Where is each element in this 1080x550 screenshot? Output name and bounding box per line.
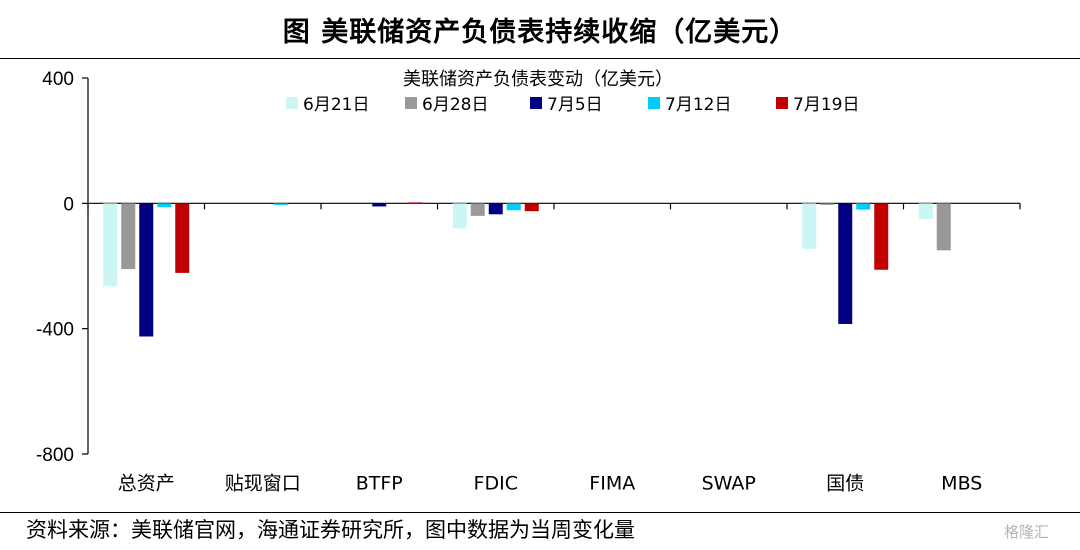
x-tick-label: FDIC: [474, 472, 518, 494]
bar-4-series-3: [488, 203, 503, 215]
chart-title: 美联储资产负债表变动（亿美元）: [403, 69, 673, 90]
bar-chart: 400 0 -400 -800 总资产 贴现窗口 BTFP FDIC FIMA SWAP 国债 MBS…: [36, 69, 1021, 494]
watermark-text: 格隆汇: [1004, 523, 1050, 541]
y-tick-label: 0: [63, 194, 74, 215]
legend-label: 6月21日: [303, 95, 369, 115]
legend: 美联储资产负债表变动（亿美元） 6月21日 6月28日 7月5日 7月12日 7月19日: [286, 69, 859, 115]
legend-swatch: [776, 97, 788, 109]
legend-label: 7月12日: [665, 95, 731, 115]
legend-swatch: [530, 97, 542, 109]
bar-7-series-5: [874, 203, 889, 270]
source-note: 资料来源：美联储官网，海通证券研究所，图中数据为当周变化量: [26, 518, 635, 542]
bar-1-series-3: [139, 203, 154, 337]
bar-1-series-5: [175, 203, 190, 273]
legend-swatch: [405, 97, 417, 109]
x-tick-label: SWAP: [702, 472, 756, 494]
legend-swatch: [648, 97, 660, 109]
bar-8-series-2: [936, 203, 951, 251]
x-tick-label: FIMA: [589, 472, 635, 494]
legend-swatch: [286, 97, 298, 109]
bar-4-series-1: [452, 203, 467, 229]
bar-7-series-1: [802, 203, 817, 249]
x-tick-label: 总资产: [118, 472, 175, 494]
x-tick-label: MBS: [941, 472, 982, 494]
legend-label: 6月28日: [422, 95, 488, 115]
y-tick-label: -400: [36, 320, 74, 341]
bar-2-series-4: [273, 203, 288, 205]
x-tick-label: BTFP: [356, 472, 403, 494]
bar-8-series-1: [918, 203, 933, 219]
bar-4-series-4: [506, 203, 521, 211]
legend-label: 7月5日: [547, 95, 603, 115]
bar-4-series-2: [470, 203, 485, 216]
page-title: 图 美联储资产负债表持续收缩（亿美元）: [282, 17, 798, 48]
header-band: [0, 0, 1080, 59]
x-tick-label: 贴现窗口: [225, 472, 301, 494]
bar-1-series-2: [121, 203, 136, 270]
y-tick-label: -800: [36, 445, 74, 466]
bar-1-series-1: [103, 203, 118, 287]
bar-4-series-5: [524, 203, 539, 212]
bar-1-series-4: [157, 203, 172, 208]
y-tick-label: 400: [42, 69, 74, 90]
bar-7-series-2: [820, 203, 835, 205]
bar-7-series-3: [838, 203, 853, 324]
footer-rule: [0, 512, 1080, 513]
labels-layer: 400 0 -400 -800 总资产 贴现窗口 BTFP FDIC FIMA SWAP 国债 MBS: [36, 69, 982, 494]
bar-7-series-4: [856, 203, 871, 210]
bar-3-series-3: [372, 203, 387, 207]
x-tick-label: 国债: [826, 472, 864, 494]
bar-3-series-5: [408, 202, 423, 204]
bars-layer: [103, 202, 951, 337]
legend-label: 7月19日: [793, 95, 859, 115]
